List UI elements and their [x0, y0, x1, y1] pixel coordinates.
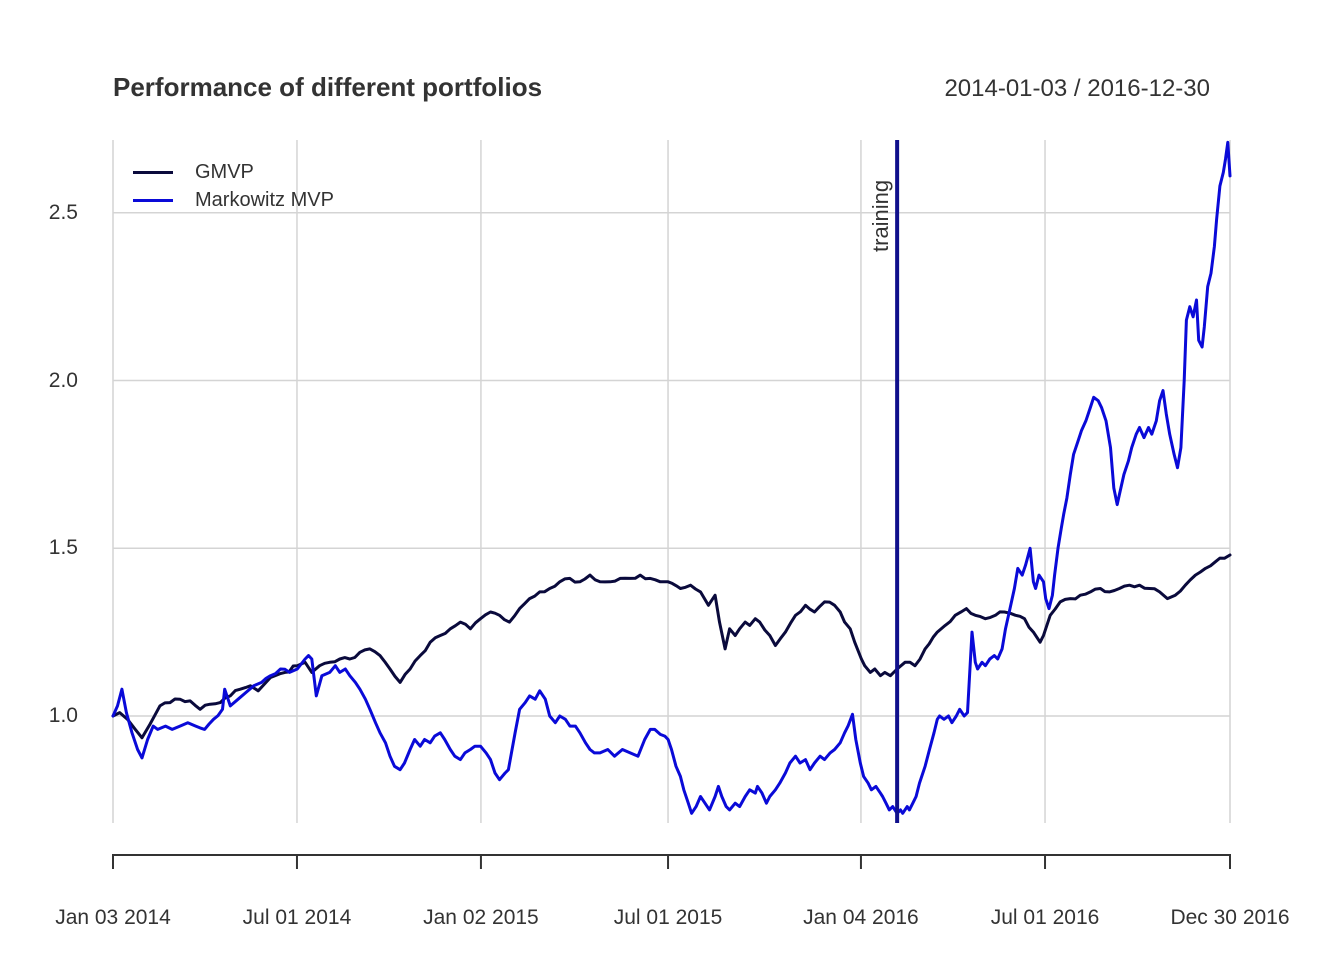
series-line-gmvp — [111, 553, 1232, 740]
legend-label-markowitz: Markowitz MVP — [195, 189, 334, 211]
x-axis-tick-label: Jan 02 2015 — [423, 906, 539, 929]
legend-item-markowitz: Markowitz MVP — [133, 186, 334, 214]
y-axis-tick-label: 2.5 — [48, 200, 78, 224]
x-axis-tick-label: Jan 03 2014 — [55, 906, 171, 929]
x-axis-tick-label: Dec 30 2016 — [1170, 906, 1290, 929]
y-axis-tick-label: 2.0 — [48, 368, 78, 392]
legend: GMVP Markowitz MVP — [133, 158, 334, 214]
x-axis-tick-label: Jan 04 2016 — [803, 906, 919, 929]
training-annotation-label: training — [868, 179, 893, 252]
legend-label-gmvp: GMVP — [195, 161, 254, 183]
x-axis-tick-label: Jul 01 2014 — [242, 906, 352, 929]
chart-title: Performance of different portfolios — [113, 72, 543, 102]
series-line-markowitz — [111, 140, 1232, 815]
markowitz-line-swatch — [133, 198, 173, 202]
legend-item-gmvp: GMVP — [133, 158, 334, 186]
y-axis-tick-label: 1.0 — [48, 703, 78, 727]
x-axis-tick-label: Jul 01 2016 — [990, 906, 1100, 929]
y-axis-tick-label: 1.5 — [48, 536, 78, 560]
date-range-label: 2014-01-03 / 2016-12-30 — [944, 75, 1210, 102]
x-axis-tick-label: Jul 01 2015 — [613, 906, 723, 929]
gmvp-line-swatch — [133, 170, 173, 174]
